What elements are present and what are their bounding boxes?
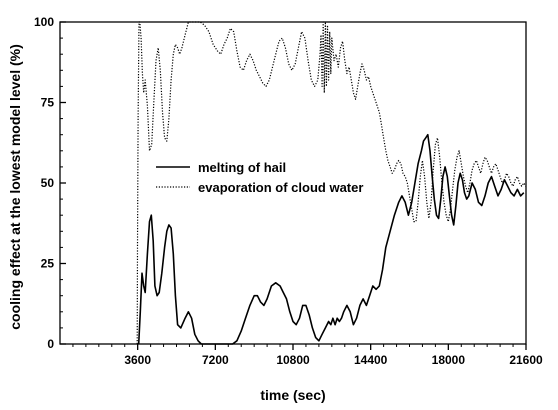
y-tick-label: 100 [34,15,54,29]
x-tick-label: 18000 [432,353,466,367]
x-tick-label: 21600 [509,353,543,367]
y-tick-label: 25 [41,257,55,271]
x-tick-label: 10800 [276,353,310,367]
series-group [136,21,527,345]
y-axis-title: cooling effect at the lowest model level… [7,44,23,330]
x-axis-title: time (sec) [260,387,325,403]
y-tick-label: 75 [41,96,55,110]
legend-label-1: melting of hail [198,160,286,175]
x-tick-label: 7200 [202,353,229,367]
axis-ticks: 0 25 50 75 100 3600 7200 10800 14400 18000 21600 [34,15,543,367]
y-tick-label: 50 [41,176,55,190]
x-tick-label: 14400 [354,353,388,367]
legend: melting of hail evaporation of cloud wate… [156,160,363,195]
x-tick-label: 3600 [124,353,151,367]
legend-label-2: evaporation of cloud water [198,180,363,195]
series-line-1 [137,133,525,345]
y-tick-label: 0 [47,337,54,351]
